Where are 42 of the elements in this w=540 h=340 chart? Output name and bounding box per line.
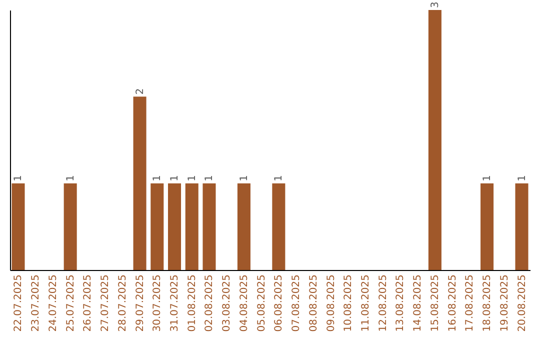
x-tick-label: 27.07.2025 — [100, 274, 112, 332]
data-label: 1 — [482, 174, 494, 182]
x-tick-label: 11.08.2025 — [360, 274, 372, 332]
data-label: 1 — [274, 174, 285, 182]
x-tick-label: 24.07.2025 — [48, 274, 59, 332]
x-tick-label: 30.07.2025 — [152, 274, 164, 332]
x-tick-label: 17.08.2025 — [464, 274, 476, 332]
data-label: 1 — [65, 174, 76, 182]
data-label: 3 — [430, 2, 441, 8]
x-tick-label: 10.08.2025 — [343, 274, 354, 332]
x-tick-label: 02.08.2025 — [204, 274, 216, 332]
x-tick-label: 29.07.2025 — [134, 274, 146, 332]
data-label: 1 — [13, 174, 24, 182]
x-tick-label: 03.08.2025 — [222, 274, 233, 332]
x-tick-label: 25.07.2025 — [65, 274, 76, 332]
data-label: 1 — [186, 174, 198, 182]
x-tick-label: 31.07.2025 — [170, 274, 181, 332]
x-tick-label: 04.08.2025 — [238, 274, 250, 332]
x-tick-label: 23.07.2025 — [30, 274, 42, 332]
x-tick-label: 22.07.2025 — [13, 274, 24, 332]
x-tick-label: 19.08.2025 — [499, 274, 510, 332]
data-label: 1 — [238, 174, 250, 182]
x-tick-label: 15.08.2025 — [430, 274, 441, 332]
x-tick-label: 01.08.2025 — [186, 274, 198, 332]
x-tick-label: 16.08.2025 — [447, 274, 458, 332]
data-label: 1 — [152, 174, 164, 182]
x-tick-label: 14.08.2025 — [412, 274, 424, 332]
x-tick-label: 26.07.2025 — [82, 274, 94, 332]
x-tick-label: 20.08.2025 — [516, 274, 528, 332]
data-label: 1 — [170, 174, 181, 182]
x-tick-label: 09.08.2025 — [326, 274, 337, 332]
x-tick-label: 08.08.2025 — [308, 274, 320, 332]
x-tick-label: 12.08.2025 — [378, 274, 389, 332]
x-tick-label: 13.08.2025 — [395, 274, 406, 332]
x-tick-label: 06.08.2025 — [274, 274, 285, 332]
x-tick-label: 05.08.2025 — [256, 274, 268, 332]
x-tick-label: 07.08.2025 — [291, 274, 302, 332]
data-label: 2 — [134, 88, 146, 95]
x-tick-label: 28.07.2025 — [117, 274, 128, 332]
data-label: 1 — [204, 174, 216, 182]
x-tick-label: 18.08.2025 — [482, 274, 494, 332]
data-label: 1 — [516, 174, 528, 182]
